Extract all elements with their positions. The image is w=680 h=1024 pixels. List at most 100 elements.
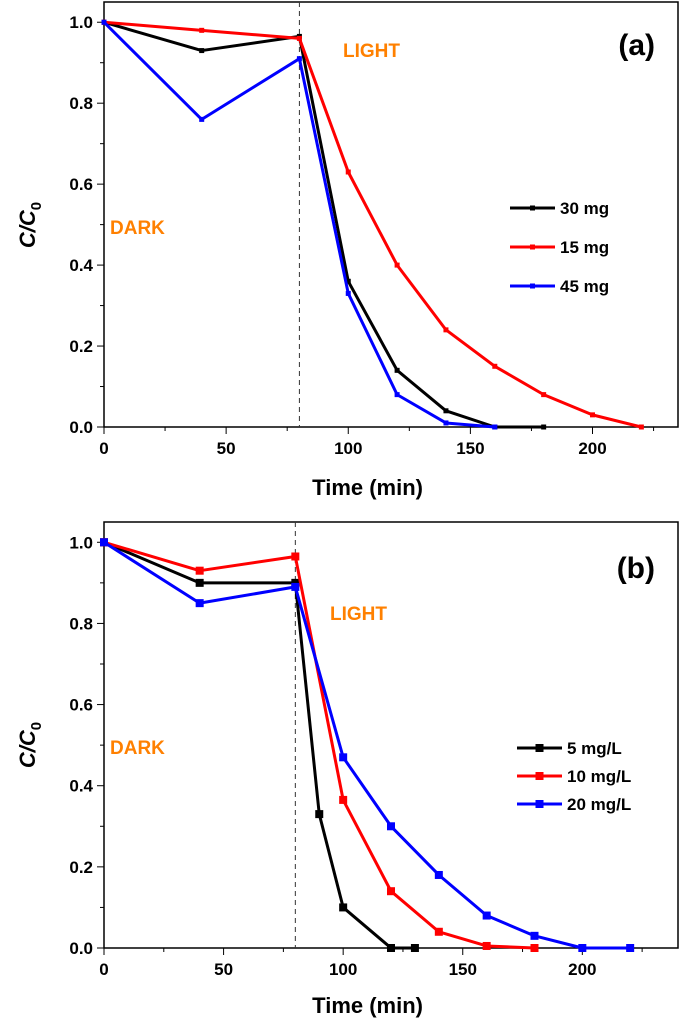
data-point [443, 420, 449, 426]
data-point [387, 887, 395, 896]
data-point [195, 566, 204, 575]
data-point [339, 795, 348, 804]
series-15-mg [101, 19, 644, 430]
data-point [443, 408, 449, 414]
data-point [100, 538, 108, 547]
y-tick-label: 0.0 [69, 418, 93, 437]
data-point [410, 944, 419, 952]
annotation-light: LIGHT [330, 604, 387, 625]
data-point [339, 903, 348, 912]
legend-label: 5 mg/L [567, 739, 622, 758]
data-point [492, 424, 498, 430]
series-20-mg-l [100, 538, 635, 952]
series-10-mg-l [100, 538, 539, 952]
legend-marker [535, 772, 544, 780]
data-point [195, 599, 204, 608]
legend-entry: 5 mg/L [517, 739, 622, 758]
y-tick-label: 0.2 [69, 337, 93, 356]
data-point [199, 48, 205, 54]
series-line [103, 20, 642, 429]
y-tick-label: 0.2 [69, 858, 93, 877]
x-tick-label: 100 [329, 960, 357, 979]
y-tick-label: 0.6 [69, 696, 93, 715]
legend-label: 45 mg [560, 277, 609, 296]
data-point [530, 944, 539, 952]
plot-frame [103, 1, 679, 428]
data-point [434, 870, 443, 879]
data-point [387, 822, 395, 831]
data-point [492, 363, 498, 369]
x-tick-label: 0 [99, 439, 108, 458]
chart-panel-b: 0.0 0.2 0.4 0.6 0.8 1.0 0 50 100 150 200 Time (min)… [15, 521, 679, 1018]
y-tick-label: 0.0 [69, 939, 93, 958]
series-line [103, 541, 631, 950]
data-point [195, 578, 204, 587]
data-point [578, 944, 587, 952]
legend-entry: 30 mg [510, 199, 609, 218]
series-45-mg [101, 19, 498, 430]
x-axis-title: Time (min) [312, 993, 423, 1018]
y-tick-label: 0.6 [69, 175, 93, 194]
data-point [315, 810, 324, 819]
data-point [291, 582, 300, 591]
x-tick-label: 150 [449, 960, 477, 979]
data-point [345, 278, 351, 284]
data-point [638, 424, 644, 430]
legend-entry: 45 mg [510, 277, 609, 296]
data-point [199, 27, 205, 33]
data-point [394, 367, 400, 373]
y-tick-label: 1.0 [69, 533, 93, 552]
y-axis-title-main: C/C [15, 729, 40, 768]
data-point [530, 931, 539, 940]
series-30-mg [101, 19, 547, 430]
legend-marker [535, 744, 544, 752]
data-point [541, 392, 547, 398]
legend-marker [530, 244, 535, 250]
data-point [443, 327, 449, 333]
legend-label: 10 mg/L [567, 767, 631, 786]
legend-entry: 10 mg/L [517, 767, 631, 786]
data-point [590, 412, 596, 418]
legend-entry: 20 mg/L [517, 795, 631, 814]
panel-label: (b) [617, 552, 655, 585]
data-point [482, 911, 491, 920]
data-point [199, 116, 205, 122]
panel-label: (a) [618, 29, 655, 62]
annotation-light: LIGHT [343, 41, 400, 62]
data-point [394, 392, 400, 398]
y-tick-label: 0.4 [69, 256, 93, 275]
x-tick-label: 50 [217, 439, 236, 458]
series-line [103, 540, 535, 950]
legend-entry: 15 mg [510, 238, 609, 257]
x-tick-label: 150 [456, 439, 484, 458]
data-point [626, 944, 635, 952]
data-point [394, 262, 400, 268]
annotation-dark: DARK [110, 218, 165, 239]
data-point [434, 927, 443, 936]
x-axis-title: Time (min) [312, 475, 423, 500]
data-point [482, 941, 491, 950]
y-tick-label: 0.8 [69, 614, 93, 633]
data-point [291, 578, 300, 587]
y-axis-title-subscript: 0 [28, 202, 45, 210]
series-line [103, 20, 544, 429]
x-tick-label: 50 [214, 960, 233, 979]
x-tick-label: 0 [99, 960, 108, 979]
annotation-dark: DARK [110, 738, 165, 759]
data-point [296, 56, 302, 62]
legend-marker [530, 205, 535, 211]
y-tick-label: 0.4 [69, 777, 93, 796]
y-axis-title-subscript: 0 [28, 722, 45, 730]
legend-label: 20 mg/L [567, 795, 631, 814]
y-axis-title: C/C0 [15, 722, 45, 768]
chart-panel-a: 0.0 0.2 0.4 0.6 0.8 1.0 0 50 100 150 200 Time (min)… [15, 1, 679, 500]
y-axis-title: C/C0 [15, 202, 45, 248]
data-point [541, 424, 547, 430]
data-point [291, 552, 300, 561]
legend-label: 30 mg [560, 199, 609, 218]
data-point [339, 753, 348, 762]
data-point [345, 290, 351, 296]
plot-frame [103, 521, 679, 949]
legend-marker [535, 800, 544, 808]
